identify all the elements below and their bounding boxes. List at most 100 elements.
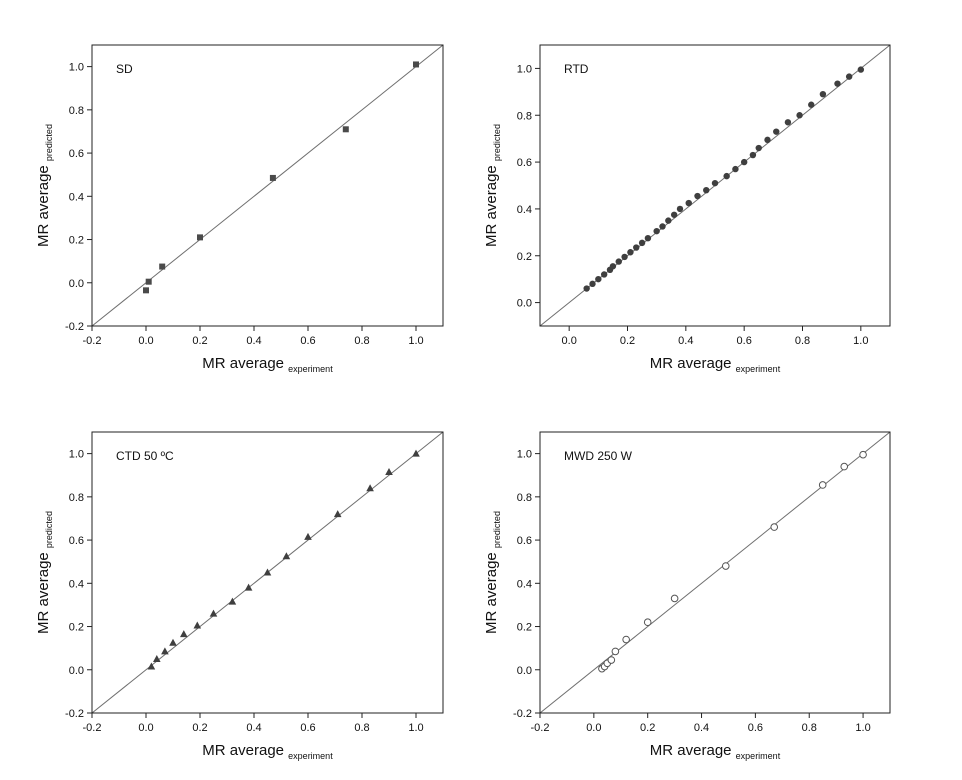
x-tick-label: 0.4 (678, 335, 693, 347)
data-point (159, 263, 166, 270)
reference-line (92, 45, 443, 326)
data-point (755, 144, 762, 152)
x-tick-label: 0.2 (192, 335, 207, 347)
data-point (857, 66, 865, 73)
panel-title: RTD (564, 62, 589, 76)
data-point (228, 597, 237, 605)
data-point (643, 618, 652, 627)
x-tick-label: 0.8 (802, 722, 817, 734)
y-tick-label: 0.8 (517, 492, 532, 504)
data-point (784, 119, 792, 126)
x-tick-label: 0.8 (795, 335, 810, 347)
data-point (621, 253, 628, 261)
data-point (694, 192, 701, 200)
data-point (653, 227, 660, 235)
chart-panel-2: -0.2 0.0 0.2 0.4 0.6 0.8 1.0 -0.2 0.0 0.2 0.4 0.6 0.… (35, 431, 444, 761)
x-tick-label: 1.0 (855, 722, 870, 734)
data-point (773, 128, 780, 135)
y-tick-label: 0.8 (517, 110, 532, 122)
y-tick-label: 0.6 (69, 148, 84, 160)
data-point (703, 186, 710, 194)
y-tick-label: -0.2 (65, 321, 84, 333)
data-point (600, 271, 608, 278)
y-tick-label: 0.6 (69, 535, 84, 547)
x-tick-label: 0.0 (138, 722, 153, 734)
data-point (685, 199, 692, 207)
data-point (589, 280, 596, 288)
data-point (711, 179, 719, 187)
y-tick-label: 0.2 (517, 251, 532, 263)
x-tick-label: 0.8 (354, 335, 369, 347)
y-tick-label: 0.0 (517, 298, 532, 310)
data-point (764, 136, 771, 144)
data-point (333, 510, 342, 518)
y-tick-label: 0.0 (517, 665, 532, 677)
data-point (819, 90, 827, 98)
data-point (147, 662, 156, 670)
data-point (607, 656, 616, 664)
plot-frame (539, 431, 891, 714)
x-tick-label: 0.2 (192, 722, 207, 734)
y-tick-label: 1.0 (517, 449, 532, 461)
y-axis-label: MR average predicted (35, 124, 54, 247)
data-point (676, 205, 684, 213)
data-point (385, 467, 393, 475)
x-tick-label: -0.2 (83, 722, 102, 734)
data-point (304, 532, 312, 540)
data-point (595, 275, 602, 283)
data-point (749, 151, 757, 159)
data-point (840, 462, 849, 471)
x-tick-label: 0.2 (640, 722, 655, 734)
plot-frame (91, 44, 444, 327)
data-point (145, 278, 152, 285)
x-tick-label: 0.6 (748, 722, 763, 734)
y-tick-label: 1.0 (517, 63, 532, 75)
data-point (583, 285, 590, 292)
data-point (732, 165, 739, 173)
data-point (808, 101, 815, 108)
data-point (244, 583, 253, 591)
data-point (615, 258, 622, 265)
y-axis-label: MR average predicted (483, 124, 502, 247)
y-tick-label: 0.0 (69, 665, 84, 677)
data-point (638, 239, 646, 247)
x-tick-label: 0.6 (737, 335, 752, 347)
y-axis-label: MR average predicted (35, 511, 54, 634)
data-point (796, 112, 803, 119)
x-tick-label: 0.4 (246, 335, 261, 347)
y-tick-label: 0.2 (69, 235, 84, 247)
y-tick-label: 0.2 (69, 622, 84, 634)
y-tick-label: 0.6 (517, 157, 532, 169)
data-point (366, 484, 374, 492)
x-tick-label: 0.0 (586, 722, 601, 734)
chart-panel-3: -0.2 0.0 0.2 0.4 0.6 0.8 1.0 -0.2 0.0 0.2 0.4 0.6 0.… (483, 431, 891, 761)
data-point (723, 172, 730, 180)
data-point (611, 647, 620, 656)
data-point (721, 562, 730, 570)
y-tick-label: 0.4 (517, 578, 532, 590)
data-point (143, 287, 149, 294)
y-tick-label: 0.4 (69, 191, 84, 203)
data-point (413, 61, 419, 68)
data-point (269, 174, 276, 181)
data-point (282, 552, 291, 560)
x-axis-label: MR average experiment (650, 742, 781, 761)
data-point (197, 234, 203, 241)
x-tick-label: 0.8 (354, 722, 369, 734)
x-tick-label: -0.2 (531, 722, 550, 734)
data-point (665, 217, 672, 224)
x-tick-label: 0.2 (620, 335, 635, 347)
data-point (627, 249, 634, 256)
y-tick-label: 0.0 (69, 278, 84, 290)
data-point (740, 158, 748, 166)
x-tick-label: 1.0 (853, 335, 868, 347)
data-point (644, 234, 652, 242)
data-point (818, 481, 827, 489)
data-point (263, 568, 272, 576)
y-axis-label: MR average predicted (483, 511, 502, 634)
y-tick-label: -0.2 (513, 708, 532, 720)
x-axis-label: MR average experiment (650, 355, 781, 374)
y-tick-label: 0.4 (517, 204, 532, 216)
y-tick-label: 0.4 (69, 578, 84, 590)
